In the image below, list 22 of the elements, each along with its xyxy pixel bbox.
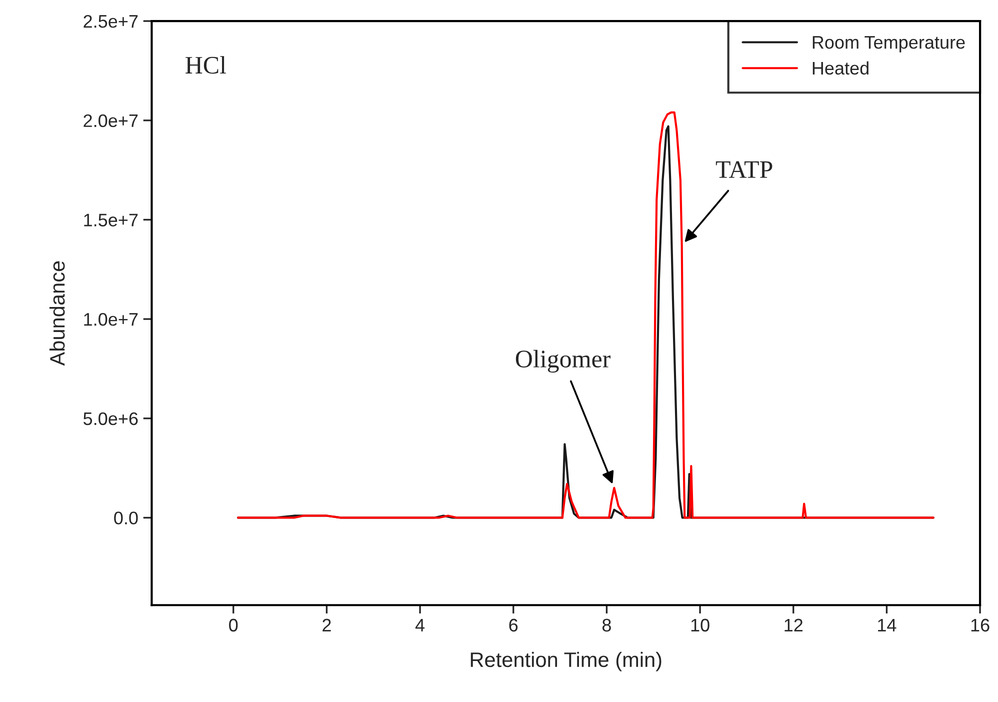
x-axis-title: Retention Time (min) — [470, 652, 662, 672]
annotation: HCl — [186, 56, 226, 74]
x-tick-label: 14 — [878, 618, 896, 632]
y-axis-title: Abundance — [49, 261, 65, 366]
x-tick-label: 8 — [602, 618, 611, 632]
x-tick-label: 10 — [691, 618, 710, 632]
annotation: TATP — [716, 161, 772, 178]
legend-label: Room Temperature — [812, 36, 965, 52]
legend-label: Heated — [812, 61, 868, 75]
x-tick-label: 12 — [784, 618, 803, 632]
annotation: Oligomer — [516, 350, 610, 373]
y-tick-label: 2.5e+7 — [84, 14, 138, 28]
x-tick-label: 16 — [971, 618, 990, 632]
y-tick-label: 2.0e+7 — [84, 114, 138, 128]
y-tick-label: 5.0e+6 — [84, 412, 138, 426]
y-tick-label: 1.5e+7 — [84, 214, 138, 226]
x-tick-label: 4 — [415, 618, 425, 632]
x-tick-label: 2 — [322, 618, 331, 632]
x-tick-label: 6 — [509, 618, 518, 632]
y-tick-label: 1.0e+7 — [84, 312, 138, 326]
y-tick-label: 0.0 — [114, 512, 138, 524]
x-tick-label: 0 — [229, 618, 238, 632]
